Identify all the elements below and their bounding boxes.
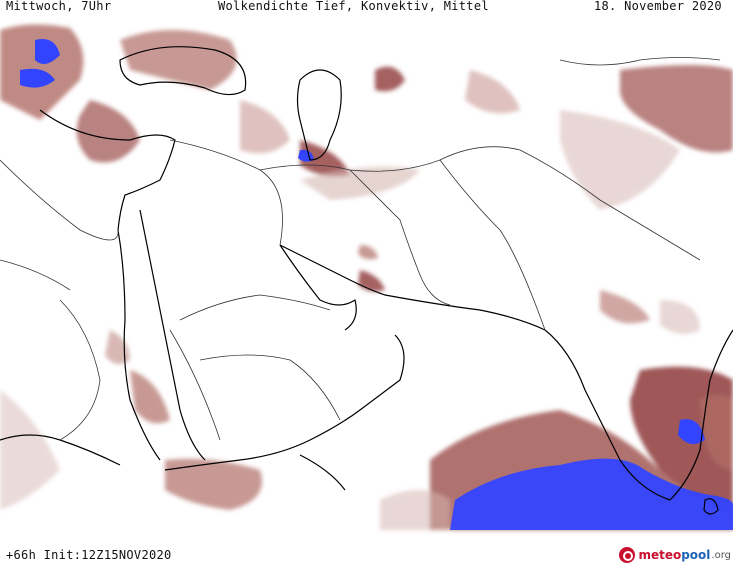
- header-bar: Mittwoch, 7Uhr Wolkendichte Tief, Konvek…: [0, 0, 733, 16]
- map-title: Wolkendichte Tief, Konvektiv, Mittel: [218, 0, 489, 13]
- cloud-cover-layer: [0, 24, 733, 530]
- convective-area-south: [450, 458, 733, 530]
- coastlines: [0, 46, 733, 515]
- cloud-cover-map: [0, 24, 733, 530]
- model-run-info: +66h Init:12Z15NOV2020: [6, 548, 172, 562]
- meteopool-logo[interactable]: meteo pool .org: [619, 544, 731, 566]
- footer-bar: +66h Init:12Z15NOV2020 meteo pool .org: [0, 544, 733, 566]
- convective-layer: [20, 39, 733, 530]
- forecast-date: 18. November 2020: [594, 0, 722, 13]
- country-borders: [0, 57, 721, 441]
- logo-text-org: .org: [711, 549, 731, 561]
- forecast-day-time: Mittwoch, 7Uhr: [6, 0, 112, 13]
- logo-text-meteo: meteo: [638, 548, 682, 562]
- logo-text-pool: pool: [681, 548, 711, 562]
- meteopool-logo-icon: [619, 547, 636, 563]
